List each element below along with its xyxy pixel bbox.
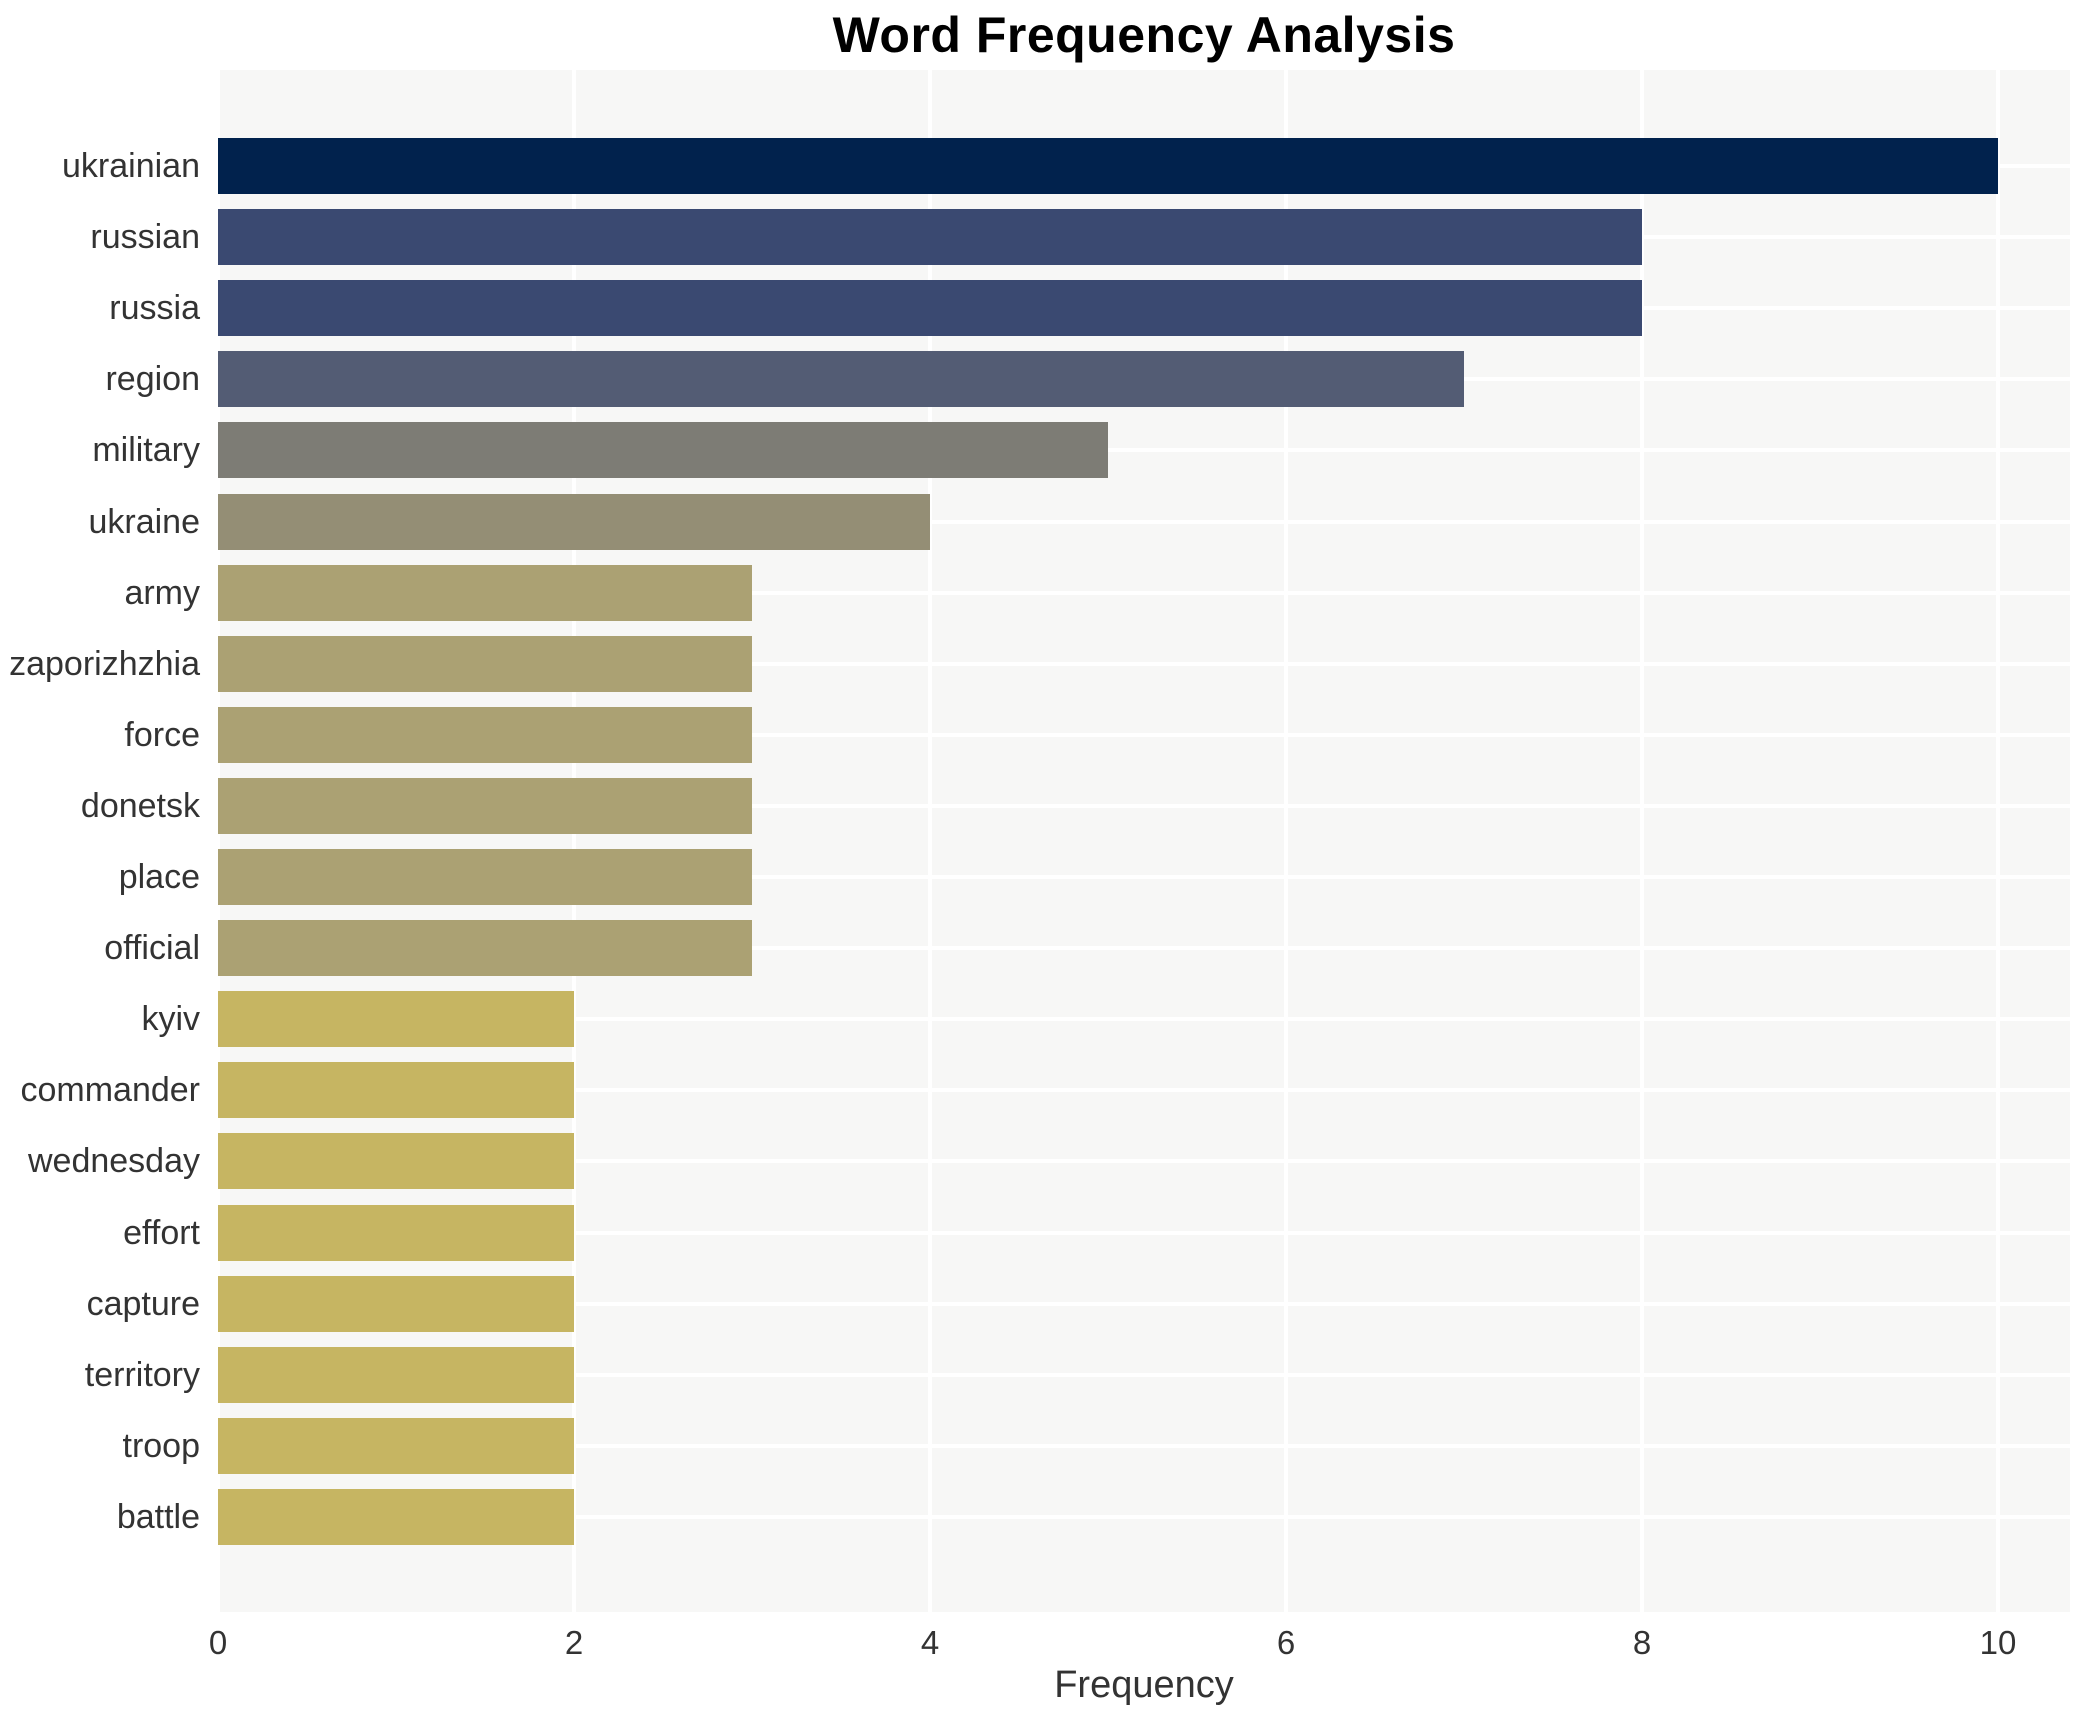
gridline-horizontal	[218, 519, 2070, 524]
y-axis-label: army	[124, 573, 200, 612]
bar-territory	[218, 1346, 574, 1403]
x-axis-tick-label: 10	[1979, 1624, 2017, 1661]
bar-troop	[218, 1417, 574, 1474]
bar-commander	[218, 1062, 574, 1119]
bar-region	[218, 351, 1464, 408]
bar-wednesday	[218, 1133, 574, 1190]
x-axis-tick-label: 4	[920, 1624, 940, 1661]
gridline-horizontal	[218, 661, 2070, 666]
y-axis-label: kyiv	[141, 1000, 200, 1039]
y-axis-label: commander	[20, 1071, 200, 1110]
x-axis-tick-label: 0	[208, 1624, 228, 1661]
y-axis-label: ukrainian	[62, 147, 200, 185]
bar-zaporizhzhia	[218, 635, 752, 692]
bar-ukrainian	[218, 138, 1998, 194]
x-axis-tick-label: 8	[1632, 1624, 1652, 1661]
y-axis-label: official	[104, 929, 200, 968]
x-axis-tick-label: 2	[564, 1624, 584, 1661]
gridline-horizontal	[218, 448, 2070, 453]
gridline-horizontal	[218, 1372, 2070, 1377]
gridline-horizontal	[218, 590, 2070, 595]
gridline-vertical	[572, 70, 576, 1612]
bar-ukraine	[218, 493, 930, 550]
y-axis-label: effort	[123, 1213, 200, 1252]
gridline-horizontal	[218, 875, 2070, 879]
gridline-vertical	[1284, 70, 1288, 1612]
y-axis-label: military	[92, 431, 200, 470]
y-axis-label: ukraine	[88, 502, 200, 541]
plot-panel	[216, 70, 2070, 1612]
gridline-horizontal	[218, 946, 2070, 951]
x-axis-tick-label: 6	[1276, 1624, 1296, 1661]
bar-battle	[218, 1488, 574, 1545]
y-axis-label: battle	[116, 1497, 200, 1536]
y-axis-label: donetsk	[80, 786, 200, 825]
y-axis-label: russian	[90, 218, 200, 257]
gridline-horizontal	[218, 1017, 2070, 1022]
gridline-vertical	[216, 70, 220, 1612]
gridline-vertical	[928, 70, 932, 1612]
y-axis-label: russia	[109, 289, 200, 328]
bar-effort	[218, 1204, 574, 1261]
gridline-horizontal	[218, 732, 2070, 737]
gridline-horizontal	[218, 803, 2070, 808]
bar-donetsk	[218, 777, 752, 834]
bar-official	[218, 920, 752, 977]
gridline-horizontal	[218, 1159, 2070, 1164]
y-axis-label: capture	[86, 1284, 200, 1323]
gridline-vertical	[1640, 70, 1644, 1612]
bar-force	[218, 706, 752, 763]
bar-russian	[218, 209, 1642, 266]
gridline-horizontal	[218, 1301, 2070, 1306]
bar-kyiv	[218, 991, 574, 1048]
bar-army	[218, 564, 752, 621]
y-axis-label: region	[105, 360, 200, 399]
bar-military	[218, 422, 1108, 479]
y-axis-label: wednesday	[27, 1142, 200, 1181]
gridline-horizontal	[218, 1443, 2070, 1448]
gridline-horizontal	[218, 1230, 2070, 1235]
y-axis-label: territory	[84, 1355, 200, 1394]
gridline-horizontal	[218, 1514, 2070, 1519]
chart-title: Word Frequency Analysis	[832, 7, 1456, 63]
bar-russia	[218, 280, 1642, 337]
gridline-vertical	[1996, 70, 2000, 1612]
y-axis-label: troop	[122, 1426, 201, 1465]
y-axis-label: place	[118, 858, 200, 896]
y-axis-label: zaporizhzhia	[9, 644, 200, 683]
y-axis-label: force	[124, 715, 200, 754]
bar-place	[218, 849, 752, 905]
x-axis-title: Frequency	[1054, 1664, 1234, 1706]
gridline-horizontal	[218, 1088, 2070, 1093]
bar-capture	[218, 1275, 574, 1332]
